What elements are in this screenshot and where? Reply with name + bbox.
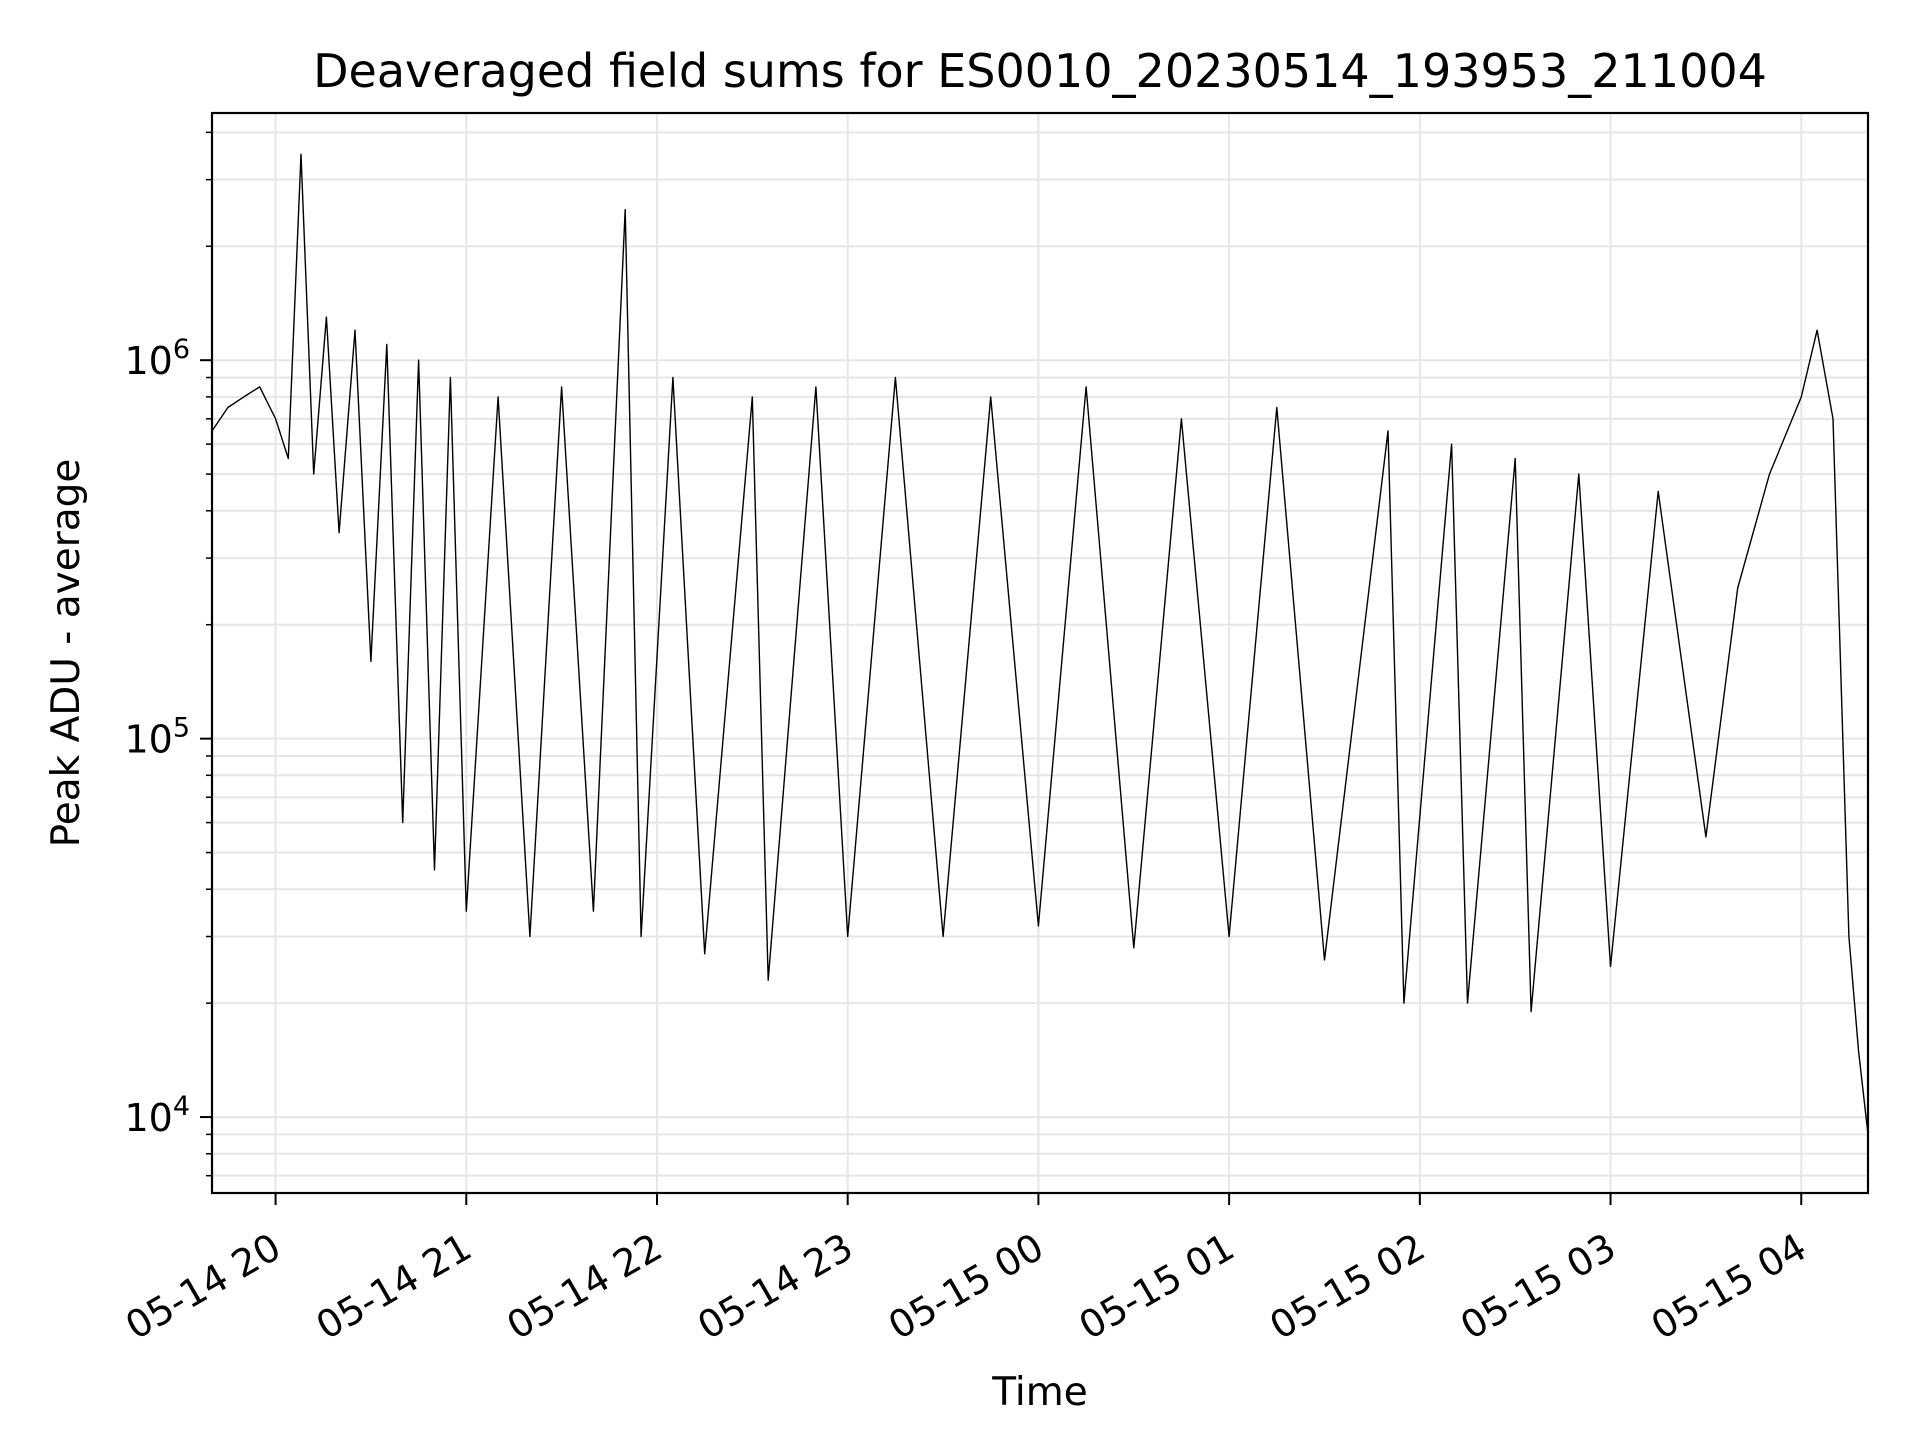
x-tick-label: 05-15 00 [881, 1225, 1051, 1349]
x-tick-label: 05-15 04 [1644, 1225, 1814, 1349]
plot-frame [210, 111, 1870, 1195]
x-tick-label: 05-14 21 [309, 1225, 479, 1349]
series-line [212, 153, 1868, 1135]
x-tick-label: 05-15 02 [1262, 1225, 1432, 1349]
y-axis-label: Peak ADU - average [44, 459, 89, 848]
x-ticks: 05-14 20 05-14 21 05-14 22 05-14 23 05-15 00… [118, 1193, 1814, 1348]
y-tick-label: 106 [124, 334, 190, 383]
y-tick-label: 105 [124, 713, 190, 762]
x-tick-label: 05-15 01 [1072, 1225, 1242, 1349]
x-axis-label: Time [991, 1370, 1087, 1415]
x-tick-label: 05-14 23 [690, 1225, 860, 1349]
y-ticks: 104 105 106 [124, 334, 212, 1140]
y-tick-label: 104 [124, 1091, 190, 1140]
x-tick-label: 05-14 20 [118, 1225, 288, 1349]
y-major-grid [212, 359, 1868, 1119]
y-minor-grid [206, 131, 1868, 1177]
x-tick-label: 05-14 22 [500, 1225, 670, 1349]
chart-title: Deaveraged field sums for ES0010_2023051… [313, 44, 1767, 98]
x-tick-label: 05-15 03 [1453, 1225, 1623, 1349]
x-grid [274, 113, 1803, 1193]
